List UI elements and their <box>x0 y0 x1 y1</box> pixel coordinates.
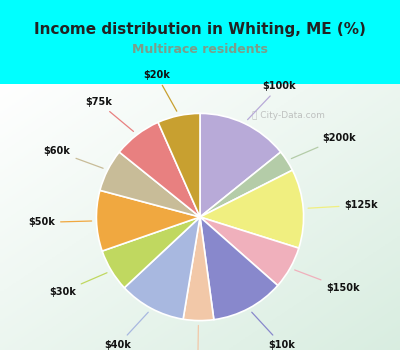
Text: $150k: $150k <box>295 270 360 293</box>
Wedge shape <box>200 217 278 320</box>
Wedge shape <box>100 152 200 217</box>
Wedge shape <box>102 217 200 288</box>
Text: Income distribution in Whiting, ME (%): Income distribution in Whiting, ME (%) <box>34 22 366 37</box>
Text: $50k: $50k <box>28 217 92 228</box>
Wedge shape <box>200 152 292 217</box>
Wedge shape <box>200 217 299 286</box>
Text: $100k: $100k <box>248 81 296 120</box>
Text: $75k: $75k <box>85 97 134 131</box>
Text: $200k: $200k <box>291 133 356 159</box>
Wedge shape <box>124 217 200 319</box>
Wedge shape <box>183 217 214 321</box>
Wedge shape <box>200 170 304 248</box>
Wedge shape <box>200 113 281 217</box>
Text: $10k: $10k <box>252 312 295 350</box>
Wedge shape <box>96 190 200 251</box>
Wedge shape <box>158 113 200 217</box>
Text: $60k: $60k <box>44 146 103 168</box>
Text: $125k: $125k <box>308 200 378 210</box>
Text: ⓘ City-Data.com: ⓘ City-Data.com <box>252 111 324 120</box>
Text: Multirace residents: Multirace residents <box>132 43 268 56</box>
Text: > $200k: > $200k <box>175 326 220 350</box>
Wedge shape <box>119 122 200 217</box>
Text: $40k: $40k <box>105 312 148 350</box>
Text: $30k: $30k <box>49 273 107 297</box>
Text: $20k: $20k <box>143 70 177 111</box>
